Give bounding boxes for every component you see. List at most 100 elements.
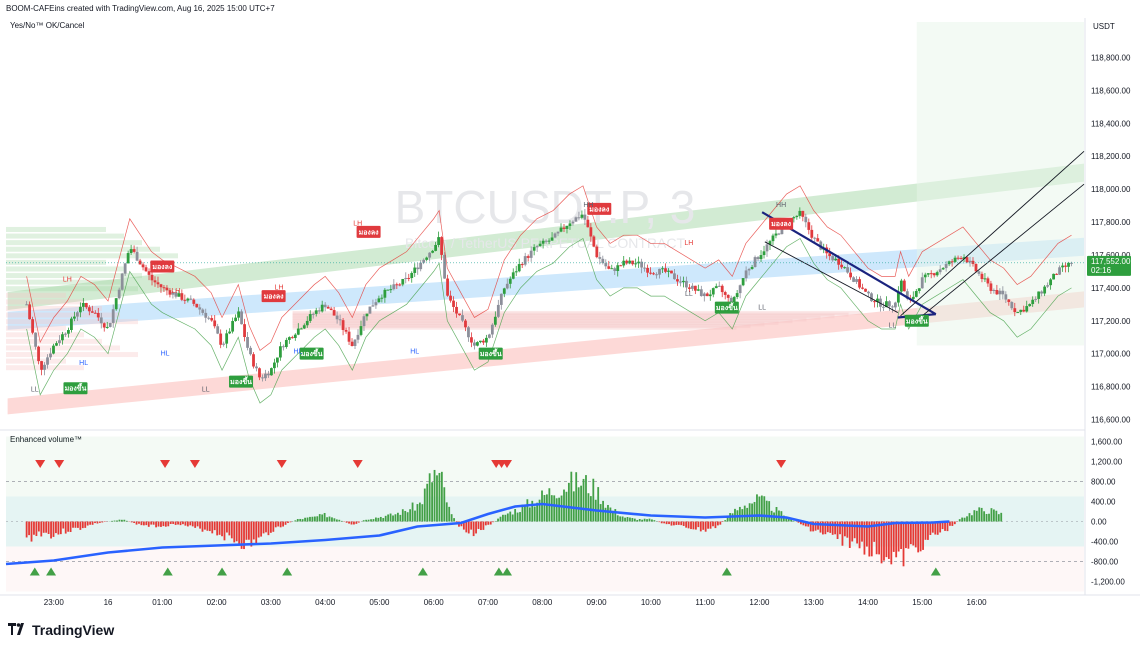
volume-bar [797,521,800,523]
volume-bar [421,504,424,522]
volume-bar [362,520,365,522]
candle-body [326,306,330,309]
candle-body [410,272,414,279]
volume-bar [477,521,480,529]
volume-profile-row [6,299,84,305]
indicator-title-top[interactable]: Yes/No™ OK/Cancel [10,21,85,30]
candle-body [923,274,927,278]
candle-body [622,260,626,266]
candle-body [595,246,599,258]
candle-body [705,293,709,297]
candle-body [347,331,351,342]
candle-body [231,321,235,332]
volume-bar [868,521,871,557]
volume-bar [653,520,656,522]
candle-body [843,267,847,269]
sell-signal-label: มองลง [359,228,380,236]
volume-bar [201,521,204,532]
volume-bar [226,521,228,533]
volume-bar [712,521,714,527]
candle-body [93,312,97,314]
candle-body [222,343,226,345]
volume-bar [814,521,817,531]
volume-bar [35,521,38,537]
volume-bar [609,507,612,522]
volume-bar [96,521,99,524]
channel-upper-line [900,150,1085,317]
volume-bar [804,521,807,527]
volume-bar [575,472,578,522]
indicator-title-volume[interactable]: Enhanced volume™ [10,435,83,444]
volume-bar [917,521,920,553]
swing-label: LL [758,304,766,311]
candle-body [756,257,760,260]
volume-bar [462,521,465,530]
candle-body [425,257,429,260]
candle-body [359,326,363,335]
candle-body [207,317,211,319]
currency-label[interactable]: USDT [1093,22,1115,31]
candle-body [658,268,661,275]
candle-body [159,284,163,288]
volume-bar [929,521,932,535]
volume-bar [387,514,390,522]
candle-body [371,305,375,307]
volume-bar [536,502,539,522]
candle-body [31,319,34,333]
candle-body [586,219,590,228]
candle-body [55,343,58,346]
volume-bar [677,521,680,525]
volume-bar [839,521,841,535]
volume-bar [482,521,485,530]
candle-body [273,362,276,369]
volume-bar [255,521,258,545]
volume-bar [680,521,683,526]
volume-bar [939,521,942,533]
volume-bar [992,509,995,522]
volume-bar [409,509,412,522]
volume-bar [768,501,771,522]
volume-bar [756,494,758,522]
volume-bar [909,521,912,545]
candle-body [479,340,482,343]
watermark-symbol: BTCUSDT.P, 3 [395,181,696,233]
candle-body [932,273,936,276]
volume-bar [406,512,409,522]
chart-canvas[interactable]: BTCUSDT.P, 3 Bitcoin / TetherUS PERPETUA… [0,0,1140,620]
price-tick-label: 117,000.00 [1091,350,1131,359]
volume-bar [670,521,673,526]
volume-bar [162,521,165,527]
candle-body [496,304,500,317]
volume-bar [196,521,199,527]
volume-bar [299,518,302,522]
volume-bar [707,521,710,529]
tradingview-brand[interactable]: TradingView [8,622,114,638]
candle-body [61,334,64,341]
candle-body [43,364,46,370]
candle-body [25,304,29,306]
candle-body [150,274,154,281]
candle-body [873,301,876,303]
candle-body [144,267,148,272]
volume-bar [973,510,976,522]
sell-signal-tag [261,290,286,303]
candle-body [511,272,515,279]
volume-profile-row [6,266,124,272]
volume-bar [189,521,192,526]
volume-bar [719,521,722,525]
sell-signal-label: มองลง [771,220,792,228]
volume-bar [145,521,148,526]
candle-body [771,235,775,242]
buy-marker-icon [282,567,293,576]
price-tick-label: 116,800.00 [1091,383,1131,392]
volume-bar [472,521,475,537]
candle-body [416,267,420,270]
candle-body [111,309,115,323]
volume-bar [509,511,512,522]
candle-body [84,302,88,308]
last-price-tag[interactable] [1087,255,1131,276]
volume-bar [216,521,219,536]
candle-body [502,288,506,294]
candle-body [953,257,957,262]
candle-body [189,298,193,300]
